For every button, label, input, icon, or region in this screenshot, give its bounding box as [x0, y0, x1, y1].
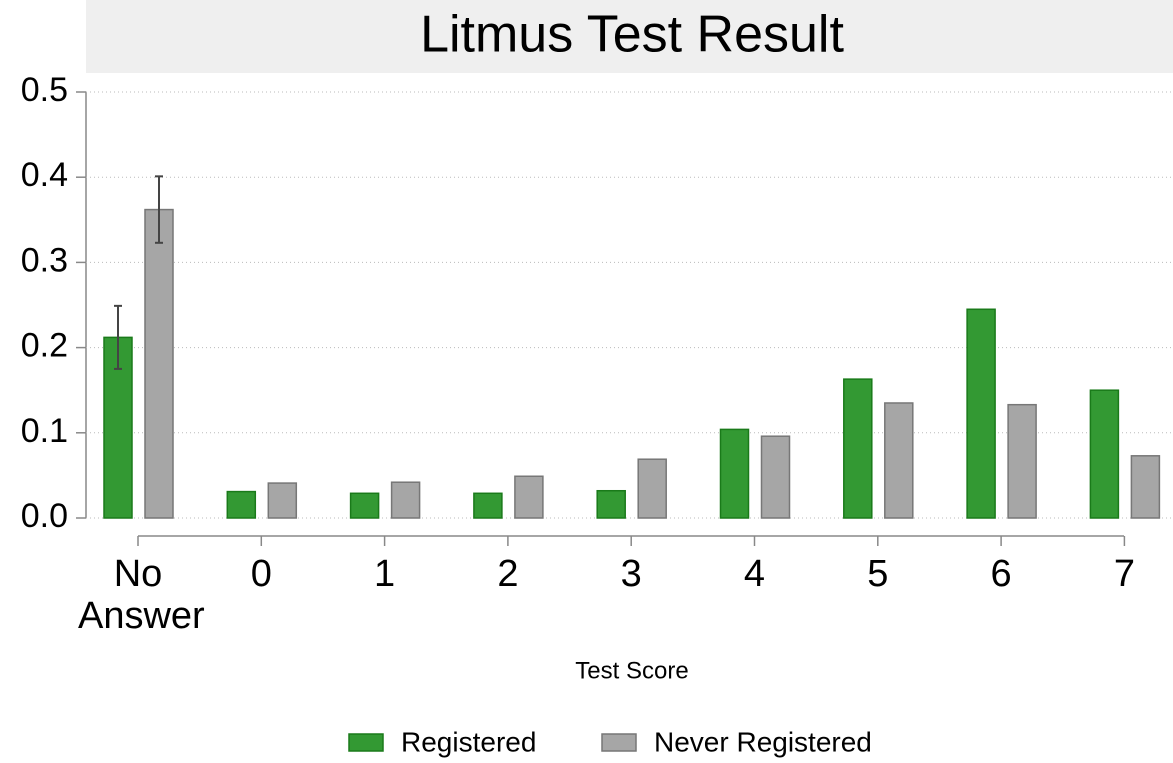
y-tick-label: 0.5	[21, 71, 68, 109]
bar	[884, 402, 914, 519]
x-tick-label: 1	[374, 553, 396, 595]
bar	[637, 458, 667, 519]
bar	[1007, 403, 1037, 519]
bar	[473, 492, 503, 519]
bar	[596, 489, 626, 519]
error-bar	[155, 175, 163, 244]
x-tick-label: 5	[867, 553, 889, 595]
bar	[267, 482, 298, 519]
legend-label: Registered	[401, 726, 536, 757]
y-tick-label: 0.2	[21, 327, 68, 365]
legend-swatch	[348, 733, 384, 752]
y-tick-label: 0.4	[21, 156, 68, 194]
x-tick-label: 2	[497, 553, 519, 595]
bar	[719, 428, 750, 519]
x-tick-label: 3	[620, 553, 642, 595]
y-tick-label: 0.0	[21, 497, 68, 535]
bar	[760, 435, 791, 519]
bar	[226, 490, 257, 519]
y-tick-label: 0.3	[21, 241, 68, 279]
legend-label: Never Registered	[654, 726, 872, 757]
legend-swatch	[601, 733, 637, 752]
bar	[1130, 455, 1161, 519]
bar	[349, 492, 380, 519]
bar	[390, 481, 421, 519]
bar	[1089, 389, 1120, 519]
error-bar	[114, 304, 122, 370]
bar	[966, 308, 996, 519]
x-tick-label: No Answer	[78, 553, 205, 637]
title-band	[86, 0, 1173, 73]
x-tick-label: 6	[990, 553, 1012, 595]
bar	[843, 378, 873, 519]
bar	[144, 208, 174, 519]
x-tick-label: 4	[743, 553, 766, 595]
x-axis-title: Test Score	[575, 657, 688, 684]
x-tick-label: 7	[1113, 553, 1135, 595]
x-tick-label: 0	[250, 553, 272, 595]
chart-title: Litmus Test Result	[420, 6, 844, 64]
y-tick-label: 0.1	[21, 412, 68, 450]
bar	[514, 475, 544, 519]
